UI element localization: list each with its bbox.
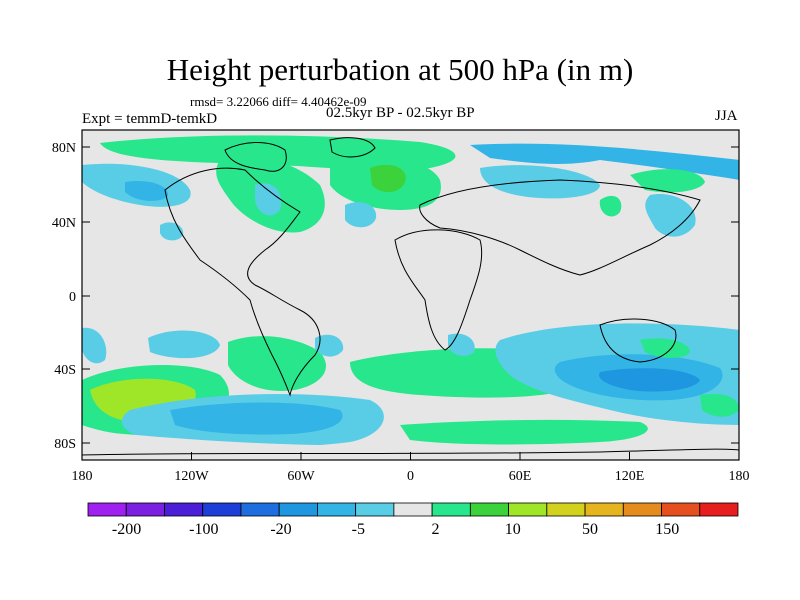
x-tick-label: 180 xyxy=(72,469,93,484)
x-tick-label: 0 xyxy=(407,469,414,484)
colorbar-label: 50 xyxy=(582,521,598,538)
colorbar-swatch xyxy=(546,502,586,517)
colorbar xyxy=(87,502,739,517)
map-plot-area xyxy=(82,130,739,460)
x-tick-label: 60W xyxy=(287,469,315,484)
colorbar-label: -20 xyxy=(270,521,291,538)
colorbar-swatch xyxy=(278,502,318,517)
period-label: 02.5kyr BP - 02.5kyr BP xyxy=(326,105,475,121)
colorbar-label: -5 xyxy=(352,521,365,538)
x-tick-label: 60E xyxy=(509,469,532,484)
colorbar-swatch xyxy=(661,502,701,517)
colorbar-swatch xyxy=(202,502,242,517)
colorbar-swatch xyxy=(699,502,739,517)
colorbar-swatch xyxy=(355,502,395,517)
colorbar-swatch xyxy=(469,502,509,517)
colorbar-swatch xyxy=(584,502,624,517)
colorbar-swatch xyxy=(622,502,662,517)
x-tick-label: 120W xyxy=(174,469,209,484)
colorbar-label: 10 xyxy=(505,521,521,538)
season-label: JJA xyxy=(715,108,738,124)
colorbar-swatch xyxy=(317,502,357,517)
y-tick-label: 0 xyxy=(69,290,76,305)
colorbar-swatch xyxy=(240,502,280,517)
colorbar-label: 2 xyxy=(432,521,440,538)
colorbar-label: 150 xyxy=(655,521,679,538)
colorbar-swatch xyxy=(125,502,165,517)
colorbar-label: -100 xyxy=(189,521,218,538)
y-tick-label: 80N xyxy=(52,141,76,156)
y-tick-label: 40N xyxy=(52,216,76,231)
plot-title: Height perturbation at 500 hPa (in m) xyxy=(166,52,634,87)
experiment-label: Expt = temmD-temkD xyxy=(82,111,218,127)
x-axis: 180 120W 60W 0 60E 120E 180 xyxy=(72,452,750,484)
stats-line: rmsd= 3.22066 diff= 4.40462e-09 xyxy=(190,94,367,109)
x-tick-label: 180 xyxy=(729,469,750,484)
y-tick-label: 80S xyxy=(54,437,76,452)
colorbar-swatch xyxy=(164,502,204,517)
contour-fill-layer xyxy=(82,135,739,460)
y-axis: 80N 40N 0 40S 80S xyxy=(52,141,739,452)
coastlines xyxy=(82,137,739,456)
colorbar-swatch xyxy=(87,502,127,517)
colorbar-swatch xyxy=(508,502,548,517)
y-tick-label: 40S xyxy=(54,363,76,378)
colorbar-swatch xyxy=(431,502,471,517)
x-tick-label: 120E xyxy=(615,469,645,484)
colorbar-labels: -200 -100 -20 -5 2 10 50 150 xyxy=(112,521,679,538)
colorbar-label: -200 xyxy=(112,521,141,538)
colorbar-swatch xyxy=(393,502,433,517)
